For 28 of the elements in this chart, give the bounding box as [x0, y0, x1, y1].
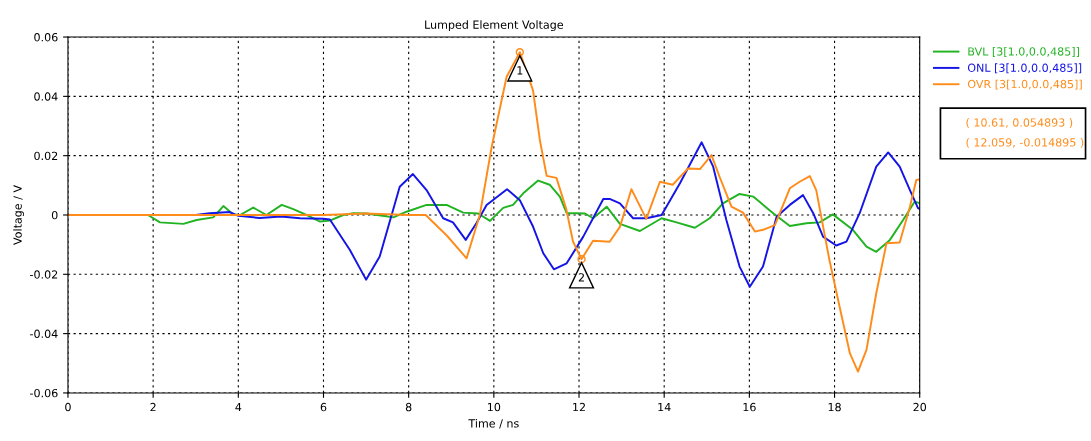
text: ( 12.059, -0.014895 )	[966, 137, 1084, 148]
x-axis-title: Time / ns	[468, 418, 519, 429]
x-tick-label: 4	[235, 403, 242, 412]
y-tick-label: -0.04	[30, 329, 58, 338]
x-tick-label: 18	[828, 402, 841, 412]
chart-title: Lumped Element Voltage	[425, 20, 564, 32]
x-tick-label: 16	[743, 402, 756, 412]
text: ( 10.61, 0.054893 )	[966, 118, 1073, 129]
y-tick-label: 0	[51, 210, 58, 220]
x-tick-label: 14	[658, 403, 671, 412]
x-tick-label: 12	[573, 402, 585, 412]
y-axis-title: Voltage / V	[13, 185, 24, 245]
annotation: 1	[517, 66, 523, 75]
legend-label: BVL [3[1.0,0.0,485]]	[968, 47, 1079, 57]
x-tick-label: 0	[65, 402, 71, 412]
legend-label: ONL [3[1.0,0.0,485]]	[967, 63, 1082, 74]
y-tick-label: 0.04	[34, 92, 58, 101]
x-tick-label: 6	[320, 402, 327, 412]
annotation: 2	[578, 273, 584, 282]
y-tick-label: -0.06	[30, 388, 58, 398]
x-tick-label: 2	[150, 402, 156, 412]
legend-label: OVR [3[1.0,0.0,485]]	[967, 79, 1082, 90]
y-tick-label: 0.02	[34, 151, 58, 161]
x-tick-label: 20	[913, 402, 927, 412]
y-tick-label: -0.02	[30, 270, 58, 279]
x-tick-label: 10	[487, 402, 501, 412]
y-tick-label: 0.06	[34, 33, 58, 42]
x-tick-label: 8	[405, 402, 412, 412]
